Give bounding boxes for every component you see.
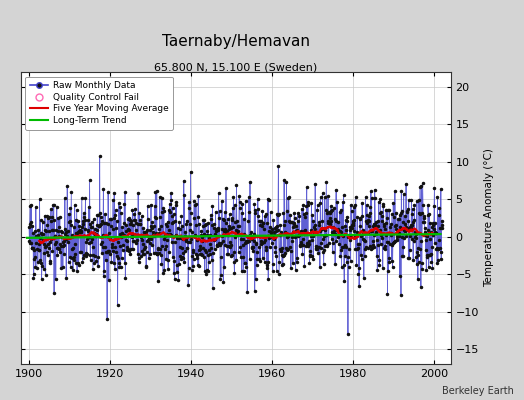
Legend: Raw Monthly Data, Quality Control Fail, Five Year Moving Average, Long-Term Tren: Raw Monthly Data, Quality Control Fail, … xyxy=(26,76,173,130)
Title: 65.800 N, 15.100 E (Sweden): 65.800 N, 15.100 E (Sweden) xyxy=(154,63,318,73)
Text: Taernaby/Hemavan: Taernaby/Hemavan xyxy=(162,34,310,49)
Y-axis label: Temperature Anomaly (°C): Temperature Anomaly (°C) xyxy=(484,148,495,288)
Text: Berkeley Earth: Berkeley Earth xyxy=(442,386,514,396)
